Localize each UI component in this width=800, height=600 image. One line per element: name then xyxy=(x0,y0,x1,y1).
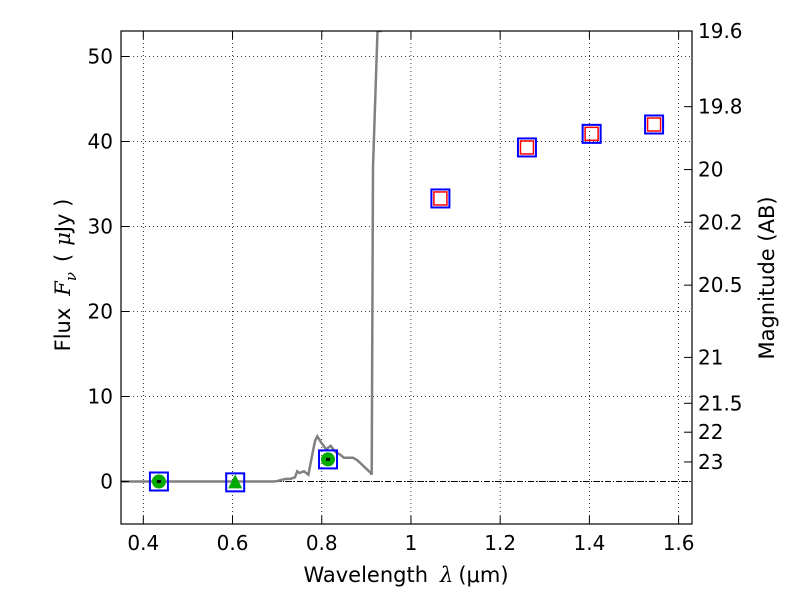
x-tick-label: 1.6 xyxy=(663,531,695,555)
upper-limit-marker xyxy=(228,474,243,489)
y-tick-label: 20 xyxy=(88,300,113,324)
model-flux-marker xyxy=(519,140,535,155)
y2-tick-label: 20.2 xyxy=(698,210,743,234)
model-flux-marker xyxy=(584,126,599,142)
y2-tick-label: 21 xyxy=(698,345,723,369)
y2-tick-label: 20 xyxy=(698,158,723,182)
y2-tick-label: 21.5 xyxy=(698,391,743,415)
observed-flux-marker xyxy=(225,472,246,493)
plot-frame xyxy=(120,30,693,525)
y-tick-label: 10 xyxy=(88,385,113,409)
x-tick-label: 0.4 xyxy=(127,531,159,555)
x-tick-label: 0.8 xyxy=(306,531,338,555)
y2-tick-label: 19.6 xyxy=(698,19,743,43)
y-tick-label: 30 xyxy=(88,215,113,239)
observed-flux-marker xyxy=(581,123,602,144)
x-tick-label: 1.4 xyxy=(573,531,605,555)
model-flux-marker xyxy=(646,117,662,132)
observed-flux-marker xyxy=(148,471,169,492)
spectrum-line xyxy=(121,31,382,483)
observed-flux-marker xyxy=(644,114,665,135)
observed-flux-marker xyxy=(430,188,451,209)
observed-flux-marker xyxy=(516,137,537,158)
y2-tick-label: 19.8 xyxy=(698,95,743,119)
x-tick-label: 0.6 xyxy=(217,531,249,555)
y-axis-label: FluxFν(μJy ) xyxy=(51,199,80,352)
y-tick-label: 40 xyxy=(88,130,113,154)
y-tick-label: 0 xyxy=(100,470,113,494)
y2-tick-label: 22 xyxy=(698,420,723,444)
model-flux-marker xyxy=(433,191,448,206)
x-axis-label: Wavelength λ (μm) xyxy=(303,563,508,587)
y2-tick-label: 20.5 xyxy=(698,273,743,297)
y2-axis-ticks: 19.6 19.8 20 20.2 20.5 21 21.5 22 23 xyxy=(684,19,743,474)
y-tick-label: 50 xyxy=(88,45,113,69)
observed-flux-marker xyxy=(317,449,338,470)
y-axis-ticks: 0 10 20 30 40 50 xyxy=(88,45,129,494)
y2-axis-label: Magnitude (AB) xyxy=(755,196,779,359)
plot-area xyxy=(121,31,665,493)
x-tick-label: 1.2 xyxy=(484,531,516,555)
x-axis-ticks: 0.4 0.6 0.8 1 1.2 1.4 1.6 xyxy=(127,31,695,555)
y2-tick-label: 23 xyxy=(698,450,723,474)
x-tick-label: 1 xyxy=(405,531,418,555)
